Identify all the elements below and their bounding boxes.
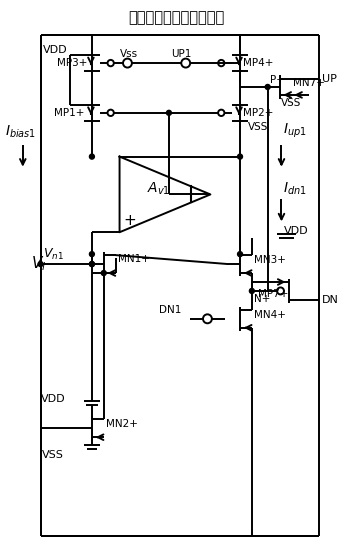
Text: DN1: DN1 [159,305,182,315]
Circle shape [238,154,243,159]
Text: VDD: VDD [40,395,65,404]
Text: $V_l$: $V_l$ [31,255,46,273]
Circle shape [89,154,94,159]
Text: N+: N+ [254,294,270,304]
Text: +: + [123,213,136,228]
Circle shape [238,252,243,257]
Text: MN4+: MN4+ [254,310,286,320]
Text: MN3+: MN3+ [254,255,286,265]
Text: MN7+: MN7+ [293,78,325,88]
Circle shape [89,262,94,267]
Text: VDD: VDD [43,45,67,55]
Text: MP3+: MP3+ [57,58,88,68]
Text: MN2+: MN2+ [106,419,138,429]
Text: $I_{bias1}$: $I_{bias1}$ [5,124,36,140]
Text: MP2+: MP2+ [243,108,274,118]
Circle shape [250,288,254,293]
Text: DN: DN [322,295,339,305]
Text: MP1+: MP1+ [55,108,85,118]
Text: $I_{dn1}$: $I_{dn1}$ [283,181,307,197]
Circle shape [101,271,106,276]
Text: $A_{v1}$: $A_{v1}$ [147,180,171,197]
Circle shape [89,252,94,257]
Text: VSS: VSS [281,98,301,108]
Text: Vss: Vss [120,49,138,59]
Circle shape [89,262,94,267]
Text: 正输出电压系数电流电路: 正输出电压系数电流电路 [129,10,225,25]
Text: VDD: VDD [283,226,308,236]
Text: MP7+: MP7+ [258,289,288,299]
Text: MN1+: MN1+ [118,254,150,264]
Text: VSS: VSS [42,450,63,460]
Text: $I_{up1}$: $I_{up1}$ [283,121,307,140]
Circle shape [265,84,270,89]
Text: VSS: VSS [248,122,268,132]
Circle shape [166,110,171,115]
Text: MP4+: MP4+ [243,58,274,68]
Text: UP: UP [322,74,337,84]
Text: $V_{n1}$: $V_{n1}$ [43,247,64,262]
Text: UP1: UP1 [171,49,191,59]
Circle shape [38,262,43,267]
Text: P+: P+ [270,75,284,85]
